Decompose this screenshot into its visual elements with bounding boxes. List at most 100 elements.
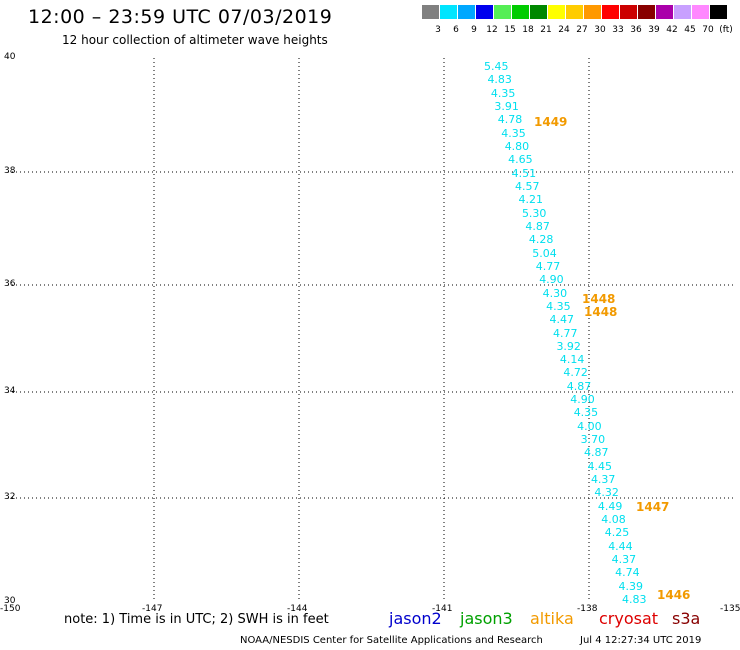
wave-height-value: 4.51 [511,166,537,180]
wave-height-value: 4.21 [518,193,544,207]
wave-height-value: 5.30 [521,206,547,220]
scale-label: 39 [648,25,660,35]
wave-height-value: 4.78 [497,113,523,127]
scale-label: 15 [504,25,516,35]
wave-height-value: 4.57 [515,179,540,193]
scale-swatch [422,5,439,19]
wave-height-value: 4.35 [490,86,516,100]
wave-height-value: 4.44 [608,539,633,553]
satellite-name: cryosat [599,609,659,628]
scale-swatch [440,5,457,19]
wave-height-value: 4.77 [553,326,578,340]
pass-time-label: 1449 [534,115,568,129]
timestamp-text: Jul 4 12:27:34 UTC 2019 [580,635,702,646]
lat-tick-label: 32 [4,492,16,502]
scale-label: 12 [486,25,498,35]
scale-swatch [584,5,601,19]
pass-time-label: 1446 [657,588,691,602]
wave-height-value: 4.08 [601,513,626,527]
scale-swatch [530,5,547,19]
wave-height-value: 4.72 [563,366,588,380]
wave-height-value: 4.30 [542,286,568,300]
lat-tick-label: 36 [4,279,16,289]
wave-height-value: 4.25 [604,526,630,540]
satellite-name: s3a [672,609,701,628]
scale-swatch [674,5,691,19]
note-text: note: 1) Time is in UTC; 2) SWH is in fe… [64,612,329,627]
wave-height-value: 4.77 [535,259,561,273]
wave-height-value: 4.14 [559,353,585,367]
wave-height-value: 4.87 [525,219,550,233]
lon-tick-label: -135 [720,604,740,614]
scale-label: 45 [684,25,696,35]
wave-height-value: 4.74 [615,566,640,580]
wave-height-value: 4.28 [528,233,554,247]
scale-swatch [602,5,619,19]
wave-height-value: 4.65 [508,153,533,167]
lat-tick-label: 34 [4,386,16,396]
lon-tick-label: -147 [142,604,163,614]
lat-tick-label: 30 [4,596,16,606]
scale-label: 33 [612,25,624,35]
scale-swatch [548,5,565,19]
scale-label: 6 [453,25,459,35]
scale-swatch [638,5,655,19]
wave-height-value: 3.92 [556,339,581,353]
scale-label: 27 [576,25,588,35]
wave-height-value: 4.37 [611,553,637,567]
pass-time-label: 1448 [582,292,616,306]
scale-label: 70 [702,25,714,35]
lon-tick-label: -138 [577,604,598,614]
page-subtitle: 12 hour collection of altimeter wave hei… [62,33,328,47]
scale-label: 21 [540,25,552,35]
satellite-name: jason3 [460,609,513,628]
pass-time-label: 1447 [636,500,670,514]
scale-label: (ft) [719,25,733,35]
scale-swatch [476,5,493,19]
wave-height-value: 4.83 [622,593,647,606]
wave-height-value: 4.87 [566,379,592,393]
satellite-name: jason2 [389,609,442,628]
wave-height-value: 3.91 [494,99,519,113]
wave-height-value: 3.70 [580,433,606,447]
wave-height-value: 4.83 [487,73,512,87]
wave-height-value: 4.80 [504,139,530,153]
scale-swatch [620,5,637,19]
scale-swatch [458,5,475,19]
credit-text: NOAA/NESDIS Center for Satellite Applica… [240,635,543,646]
satellite-name: altika [530,609,574,628]
wave-height-value: 4.49 [597,499,623,513]
wave-height-value: 5.04 [532,246,557,260]
scale-swatch [494,5,511,19]
wave-height-value: 4.90 [539,273,564,287]
scale-label: 9 [471,25,477,35]
scale-label: 24 [558,25,570,35]
wave-height-value: 4.32 [594,486,619,500]
scale-label: 18 [522,25,534,35]
wave-height-value: 4.37 [590,473,616,487]
scale-label: 3 [435,25,441,35]
wave-height-value: 5.45 [484,60,509,73]
lon-tick-label: -144 [287,604,308,614]
scale-swatch [512,5,529,19]
wave-height-value: 4.35 [501,126,526,140]
wave-height-value: 4.00 [577,419,602,433]
wave-height-value: 4.90 [570,393,595,407]
wave-height-value: 4.35 [573,406,599,420]
lat-tick-label: 38 [4,166,16,176]
wave-height-value: 4.35 [546,299,571,313]
page-title: 12:00 – 23:59 UTC 07/03/2019 [28,6,333,28]
scale-swatch [710,5,727,19]
wave-height-value: 4.39 [618,579,644,593]
scale-label: 42 [666,25,678,35]
scale-swatch [566,5,583,19]
scale-label: 36 [630,25,642,35]
lon-tick-label: -150 [0,604,21,614]
wave-height-value: 4.47 [549,313,575,327]
lon-tick-label: -141 [432,604,453,614]
lat-tick-label: 40 [4,52,16,62]
pass-time-label: 1448 [584,305,618,319]
scale-label: 30 [594,25,606,35]
wave-height-value: 4.45 [587,459,613,473]
